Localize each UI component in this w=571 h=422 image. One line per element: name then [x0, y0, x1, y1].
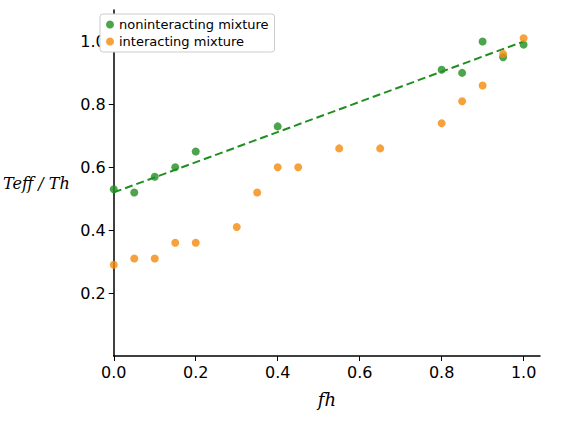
- svg-text:noninteracting mixture: noninteracting mixture: [119, 17, 269, 32]
- svg-text:0.8: 0.8: [80, 95, 105, 114]
- svg-text:0.2: 0.2: [183, 363, 208, 382]
- svg-text:0.4: 0.4: [80, 221, 105, 240]
- svg-text:0.6: 0.6: [80, 158, 105, 177]
- svg-text:fh: fh: [316, 389, 336, 410]
- svg-text:0.2: 0.2: [80, 284, 105, 303]
- svg-text:Teff / Th: Teff / Th: [3, 174, 70, 193]
- svg-text:1.0: 1.0: [511, 363, 536, 382]
- svg-text:0.6: 0.6: [347, 363, 372, 382]
- svg-text:interacting mixture: interacting mixture: [119, 34, 244, 49]
- svg-text:0.8: 0.8: [429, 363, 454, 382]
- svg-text:0.0: 0.0: [101, 363, 126, 382]
- svg-text:0.4: 0.4: [265, 363, 290, 382]
- svg-text:1.0: 1.0: [80, 32, 106, 51]
